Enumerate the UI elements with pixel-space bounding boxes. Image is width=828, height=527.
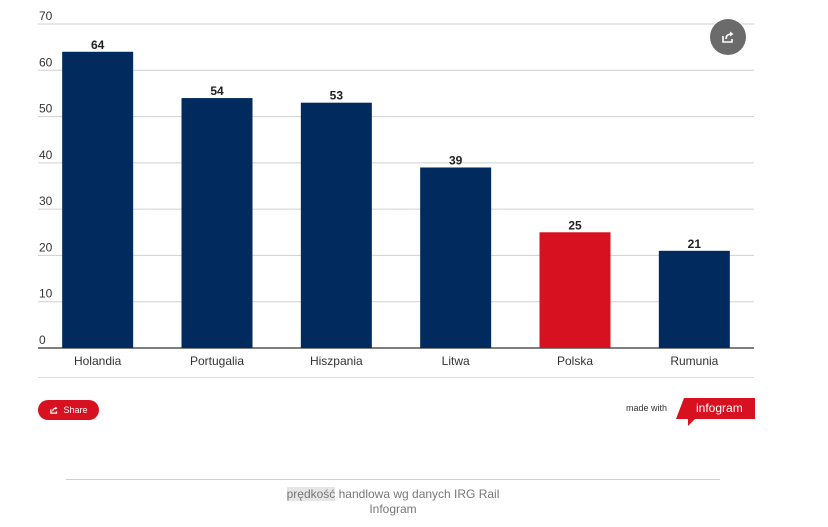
bar-holandia xyxy=(62,51,134,349)
bar-litwa xyxy=(420,167,492,348)
y-tick-label: 50 xyxy=(39,102,53,116)
y-tick-label: 70 xyxy=(39,9,53,23)
caption-divider xyxy=(66,479,720,480)
y-axis-ticks: 0 10 20 30 40 50 60 70 xyxy=(39,9,53,347)
data-label: 39 xyxy=(449,153,463,167)
caption: prędkość handlowa wg danych IRG Rail Inf… xyxy=(0,487,786,517)
data-labels: 64 54 53 39 25 21 xyxy=(91,38,701,251)
infogram-logo-text: infogram xyxy=(696,401,743,415)
x-tick-label: Rumunia xyxy=(670,354,718,368)
share-button[interactable]: Share xyxy=(38,400,99,420)
y-tick-label: 60 xyxy=(39,55,53,69)
y-tick-label: 0 xyxy=(39,333,46,347)
footer-divider xyxy=(38,377,754,378)
data-label: 25 xyxy=(568,218,582,232)
share-fab-button[interactable] xyxy=(710,19,746,55)
bar-polska xyxy=(539,232,611,348)
caption-line1: handlowa wg danych IRG Rail xyxy=(335,487,500,501)
share-icon xyxy=(722,31,734,43)
data-label: 53 xyxy=(330,89,344,103)
data-label: 54 xyxy=(210,84,224,98)
bars xyxy=(62,51,730,349)
bar-rumunia xyxy=(658,250,730,348)
share-button-label: Share xyxy=(63,405,88,415)
y-tick-label: 20 xyxy=(39,240,53,254)
data-label: 64 xyxy=(91,38,105,52)
x-tick-label: Holandia xyxy=(74,354,122,368)
data-label: 21 xyxy=(688,237,702,251)
bar-chart: 0 10 20 30 40 50 60 70 64 54 53 39 25 21 Holandia Por… xyxy=(38,9,754,368)
bar-portugalia xyxy=(181,98,253,348)
gridlines xyxy=(38,23,754,349)
bar-hiszpania xyxy=(300,102,372,348)
infogram-logo[interactable]: infogram xyxy=(676,398,756,428)
x-tick-label: Hiszpania xyxy=(310,354,363,368)
made-with-label: made with xyxy=(626,403,668,413)
x-tick-label: Portugalia xyxy=(190,354,244,368)
caption-line2: Infogram xyxy=(369,502,417,516)
y-tick-label: 10 xyxy=(39,287,53,301)
y-tick-label: 30 xyxy=(39,194,53,208)
caption-highlight: prędkość xyxy=(286,487,336,501)
x-tick-label: Polska xyxy=(557,354,593,368)
share-icon xyxy=(50,406,58,414)
x-tick-label: Litwa xyxy=(442,354,470,368)
x-axis-labels: Holandia Portugalia Hiszpania Litwa Polska Ru… xyxy=(74,354,719,368)
y-tick-label: 40 xyxy=(39,148,53,162)
